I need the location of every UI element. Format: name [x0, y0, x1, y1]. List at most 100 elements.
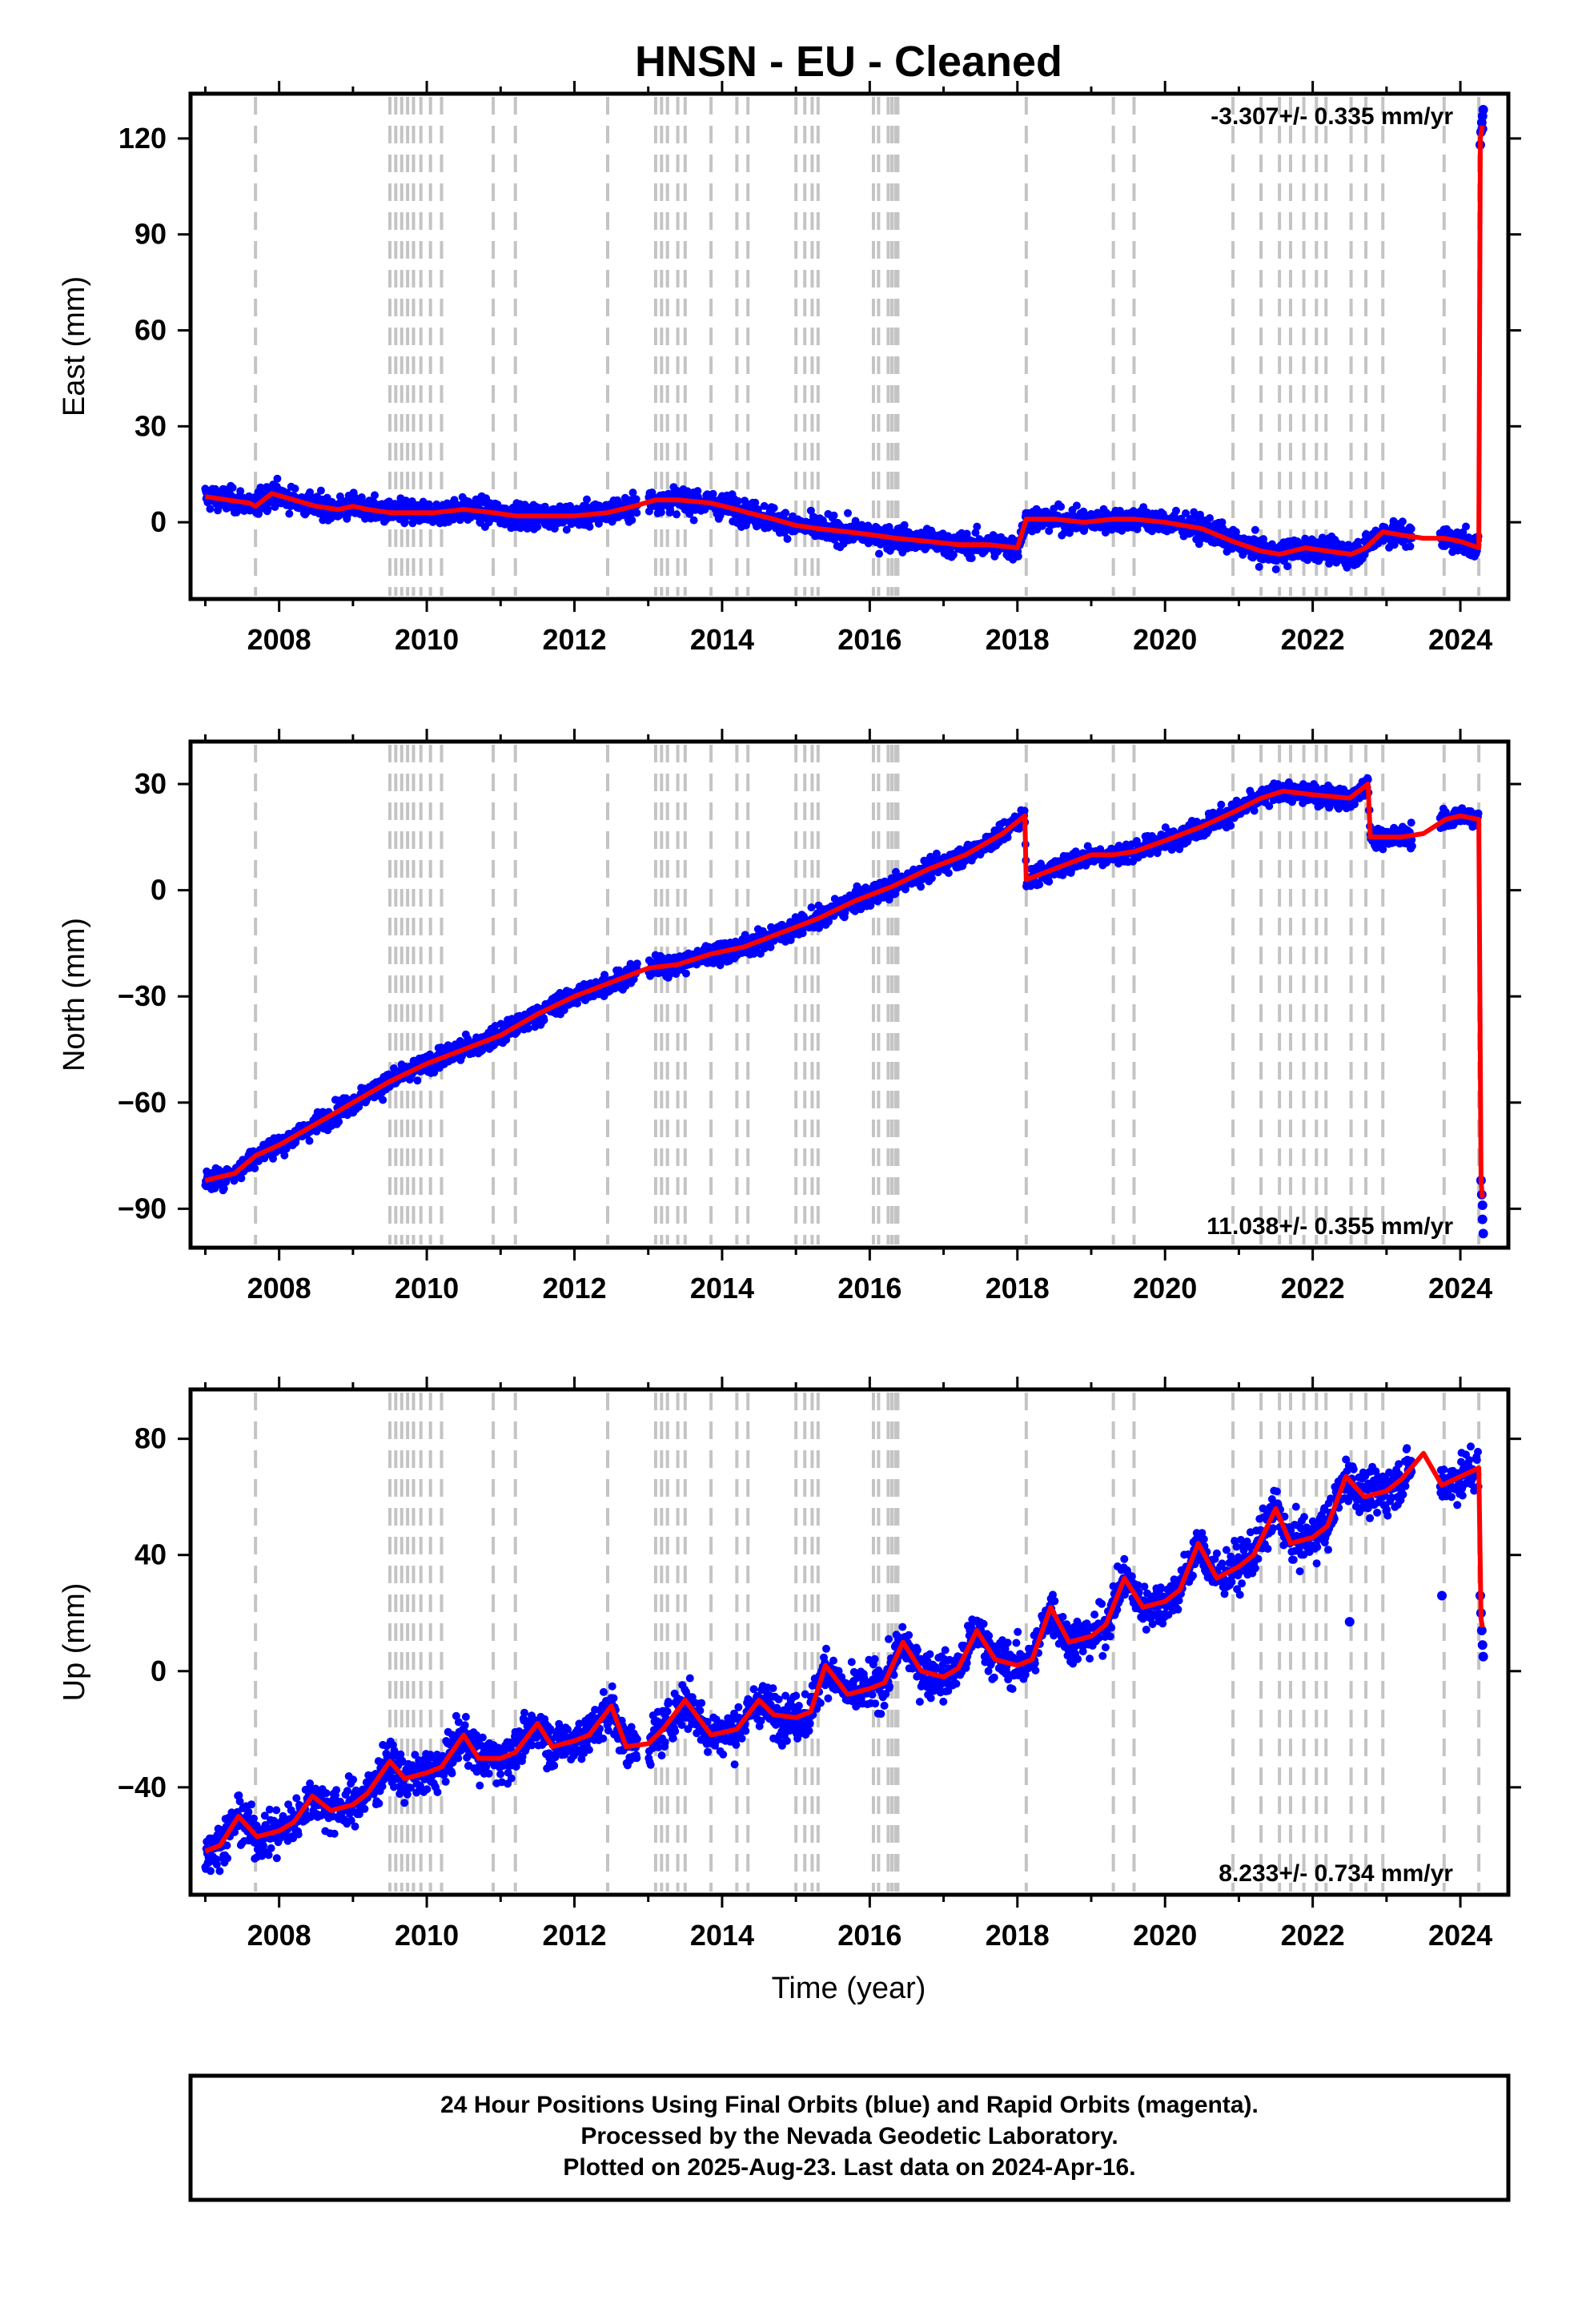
data-point — [219, 1184, 228, 1193]
data-point — [583, 495, 591, 504]
data-point — [781, 509, 790, 517]
chart-title: HNSN - EU - Cleaned — [635, 38, 1062, 86]
data-point — [540, 1015, 548, 1024]
data-point — [1255, 562, 1263, 571]
y-tick-label: 60 — [135, 314, 167, 347]
data-point — [430, 1068, 439, 1077]
data-point — [628, 489, 637, 497]
data-point — [1251, 525, 1259, 534]
data-point — [829, 511, 838, 520]
data-point — [594, 519, 603, 528]
data-point — [1397, 524, 1406, 533]
data-point — [1283, 562, 1292, 571]
x-tick-label: 2012 — [542, 623, 606, 656]
data-point — [280, 1151, 289, 1160]
data-point — [673, 510, 681, 519]
data-point — [1343, 563, 1351, 572]
x-tick-label: 2016 — [837, 623, 901, 656]
data-point — [844, 509, 852, 517]
data-point — [632, 509, 641, 517]
panel-east: 2008 2010 2012 2014 2016 2018 2020 2022 20240306… — [58, 81, 1521, 656]
data-point — [733, 497, 742, 505]
data-point — [1057, 502, 1066, 511]
data-point — [1172, 506, 1180, 515]
panel-north: 2008 2010 2012 2014 2016 2018 2020 2022 2024−90−… — [58, 729, 1521, 1305]
x-tick-label: 2018 — [986, 623, 1050, 656]
x-tick-label: 2014 — [690, 623, 754, 656]
data-point — [962, 529, 971, 538]
y-tick-label: 120 — [118, 122, 167, 155]
data-point — [305, 1136, 314, 1145]
data-point — [562, 525, 571, 534]
data-point — [1259, 535, 1268, 544]
data-point — [1035, 880, 1044, 889]
data-point — [693, 487, 702, 496]
y-tick-label: 0 — [151, 505, 167, 538]
data-point — [1407, 525, 1415, 533]
data-point — [927, 874, 936, 883]
data-point — [1462, 522, 1470, 531]
data-point — [285, 509, 294, 518]
x-tick-label: 2008 — [247, 623, 311, 656]
data-point — [971, 529, 980, 537]
data-point — [760, 501, 769, 510]
data-point — [632, 959, 641, 968]
data-point — [211, 1184, 219, 1192]
data-point — [1446, 529, 1455, 537]
data-point — [316, 486, 325, 495]
data-point — [807, 903, 816, 912]
data-point — [413, 1076, 422, 1085]
y-tick-label: 30 — [135, 409, 167, 442]
data-point — [1362, 530, 1371, 538]
data-point — [1045, 527, 1054, 535]
data-point — [585, 522, 594, 531]
data-point — [875, 549, 883, 558]
y-tick-label: 90 — [135, 218, 167, 251]
data-point — [751, 498, 760, 507]
data-point — [1250, 806, 1259, 815]
data-point — [682, 969, 690, 978]
data-point — [263, 505, 272, 513]
data-point — [967, 554, 976, 562]
data-point — [1227, 822, 1235, 830]
data-point — [533, 522, 542, 531]
rate-label: -3.307+/- 0.335 mm/yr — [1211, 103, 1453, 130]
data-point — [1206, 514, 1214, 522]
y-axis-label: East (mm) — [58, 276, 91, 416]
data-point — [273, 474, 282, 483]
data-point — [806, 506, 815, 515]
data-point — [944, 869, 953, 878]
data-point — [769, 504, 778, 513]
plot-frame — [188, 91, 1511, 601]
x-tick-label: 2020 — [1133, 623, 1197, 656]
data-point — [291, 485, 299, 493]
data-point — [1406, 542, 1415, 551]
data-point — [256, 483, 265, 492]
data-point — [237, 1174, 246, 1183]
data-point — [408, 519, 417, 528]
data-point — [1478, 104, 1488, 115]
data-point — [949, 550, 958, 559]
data-point — [900, 521, 909, 529]
data-point — [1072, 501, 1081, 510]
data-point — [973, 522, 982, 531]
data-point — [830, 535, 839, 544]
data-point — [1182, 509, 1190, 517]
data-point — [1014, 552, 1022, 561]
data-point — [632, 495, 640, 504]
data-point — [709, 489, 717, 498]
data-point — [379, 1096, 387, 1104]
data-point — [689, 516, 698, 525]
data-point — [1398, 517, 1407, 526]
data-point — [335, 1117, 343, 1126]
data-point — [1045, 877, 1054, 886]
data-point — [1101, 529, 1110, 537]
data-point — [371, 491, 379, 500]
data-point — [400, 517, 409, 526]
data-point — [917, 883, 926, 891]
data-point — [656, 508, 665, 517]
data-point — [1325, 559, 1334, 568]
data-point — [228, 484, 237, 492]
data-point — [524, 1024, 532, 1033]
